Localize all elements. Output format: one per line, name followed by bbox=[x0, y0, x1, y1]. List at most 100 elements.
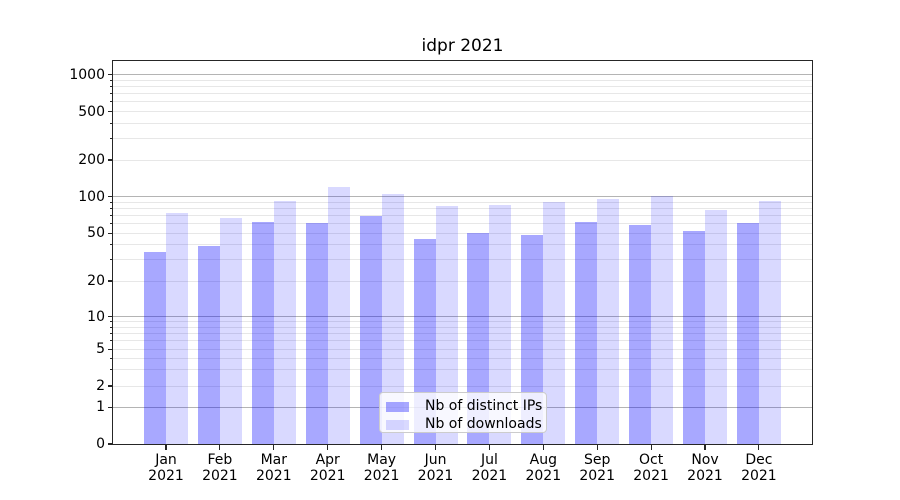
x-tick-label-mar: Mar 2021 bbox=[246, 452, 302, 484]
bar-downloads-may bbox=[381, 194, 404, 444]
y-minor-tick-mark bbox=[110, 215, 113, 217]
x-tick-mark bbox=[327, 445, 329, 450]
gridline-minor bbox=[113, 223, 812, 225]
y-tick-label-2: 2 bbox=[96, 378, 105, 394]
x-tick-month: Feb bbox=[207, 452, 233, 468]
bar-downloads-mar bbox=[273, 200, 296, 444]
bar-distinct-ips-sep bbox=[575, 221, 598, 444]
x-tick-year: 2021 bbox=[363, 468, 400, 484]
bar-distinct-ips-oct bbox=[629, 225, 652, 444]
x-tick-mark bbox=[596, 445, 598, 450]
gridline-minor bbox=[113, 138, 812, 140]
gridline-minor bbox=[113, 357, 812, 359]
gridline-minor bbox=[113, 232, 812, 234]
bar-distinct-ips-jan bbox=[144, 251, 166, 444]
chart-title: idpr 2021 bbox=[421, 36, 504, 56]
bar-downloads-nov bbox=[705, 209, 727, 444]
legend: Nb of distinct IPs Nb of downloads bbox=[379, 392, 547, 433]
y-tick-mark bbox=[108, 406, 113, 408]
x-tick-month: Jul bbox=[480, 452, 498, 468]
gridline-minor bbox=[113, 201, 812, 203]
gridline-minor bbox=[113, 159, 812, 161]
gridline-minor bbox=[113, 369, 812, 371]
x-tick-mark bbox=[219, 445, 221, 450]
y-minor-tick-mark bbox=[110, 259, 113, 261]
gridline-minor bbox=[113, 215, 812, 217]
gridline-minor bbox=[113, 340, 812, 342]
x-tick-year: 2021 bbox=[741, 468, 777, 484]
x-tick-year: 2021 bbox=[417, 468, 454, 484]
gridline-minor bbox=[113, 244, 812, 246]
y-minor-tick-mark bbox=[110, 223, 113, 225]
y-minor-tick-mark bbox=[110, 326, 113, 328]
gridline-major bbox=[113, 196, 812, 198]
y-minor-tick-mark bbox=[110, 332, 113, 334]
bar-downloads-dec bbox=[758, 201, 781, 444]
gridline-minor bbox=[113, 111, 812, 113]
x-tick-year: 2021 bbox=[255, 468, 292, 484]
gridline-minor bbox=[113, 348, 812, 350]
legend-swatch-downloads bbox=[386, 419, 409, 430]
x-tick-label-sep: Sep 2021 bbox=[569, 452, 625, 484]
legend-label-distinct-ips: Nb of distinct IPs bbox=[425, 398, 543, 414]
bar-downloads-jun bbox=[435, 205, 458, 444]
x-tick-year: 2021 bbox=[525, 468, 562, 484]
gridline-minor bbox=[113, 79, 812, 81]
x-tick-label-aug: Aug 2021 bbox=[515, 452, 571, 484]
x-tick-mark bbox=[488, 445, 490, 450]
bar-distinct-ips-may bbox=[359, 216, 382, 444]
x-tick-label-oct: Oct 2021 bbox=[623, 452, 679, 484]
y-minor-tick-mark bbox=[110, 86, 113, 88]
x-tick-mark bbox=[434, 445, 437, 450]
x-tick-month: May bbox=[367, 452, 397, 468]
y-minor-tick-mark bbox=[110, 357, 113, 359]
x-tick-mark bbox=[273, 445, 275, 450]
y-tick-label-5: 5 bbox=[96, 341, 105, 358]
bar-distinct-ips-mar bbox=[251, 221, 274, 444]
y-minor-tick-mark bbox=[110, 201, 113, 203]
x-tick-mark bbox=[381, 445, 383, 450]
gridline-minor bbox=[113, 321, 812, 322]
gridline-minor bbox=[113, 86, 812, 88]
bar-downloads-feb bbox=[219, 217, 242, 444]
y-minor-tick-mark bbox=[110, 244, 113, 246]
y-minor-tick-mark bbox=[110, 111, 113, 113]
bar-distinct-ips-feb bbox=[197, 246, 220, 444]
y-tick-label-10: 10 bbox=[87, 308, 105, 325]
gridline-major bbox=[113, 74, 812, 76]
x-tick-year: 2021 bbox=[309, 468, 346, 484]
x-tick-month: Sep bbox=[583, 452, 611, 468]
y-tick-label-1000: 1000 bbox=[69, 66, 105, 83]
y-tick-mark bbox=[108, 196, 113, 198]
bar-downloads-jul bbox=[489, 205, 512, 444]
y-minor-tick-mark bbox=[110, 159, 113, 161]
x-tick-year: 2021 bbox=[471, 468, 508, 484]
x-tick-month: Nov bbox=[691, 452, 719, 468]
x-tick-year: 2021 bbox=[687, 468, 723, 484]
gridline-major bbox=[113, 316, 812, 317]
y-minor-tick-mark bbox=[110, 385, 113, 387]
legend-label-downloads: Nb of downloads bbox=[425, 416, 542, 432]
y-minor-tick-mark bbox=[110, 348, 113, 350]
legend-item-downloads: Nb of downloads bbox=[380, 416, 546, 433]
x-tick-mark bbox=[165, 445, 167, 450]
gridline-minor bbox=[113, 280, 812, 282]
x-tick-mark bbox=[758, 445, 760, 450]
bar-downloads-jan bbox=[166, 213, 188, 444]
bar-distinct-ips-dec bbox=[736, 222, 759, 444]
y-minor-tick-mark bbox=[110, 207, 113, 209]
bar-downloads-aug bbox=[543, 202, 566, 444]
x-tick-year: 2021 bbox=[633, 468, 669, 484]
x-tick-month: Mar bbox=[260, 452, 287, 468]
gridline-minor bbox=[113, 122, 812, 124]
y-tick-label-500: 500 bbox=[78, 103, 105, 120]
gridline-minor bbox=[113, 259, 812, 261]
x-tick-mark bbox=[650, 445, 652, 450]
x-tick-label-jun: Jun 2021 bbox=[408, 452, 464, 484]
y-minor-tick-mark bbox=[110, 138, 113, 140]
y-minor-tick-mark bbox=[110, 280, 113, 282]
x-tick-month: Dec bbox=[745, 452, 773, 468]
y-minor-tick-mark bbox=[110, 101, 113, 103]
y-minor-tick-mark bbox=[110, 93, 113, 95]
plot-area: Nb of distinct IPs Nb of downloads bbox=[112, 60, 813, 445]
